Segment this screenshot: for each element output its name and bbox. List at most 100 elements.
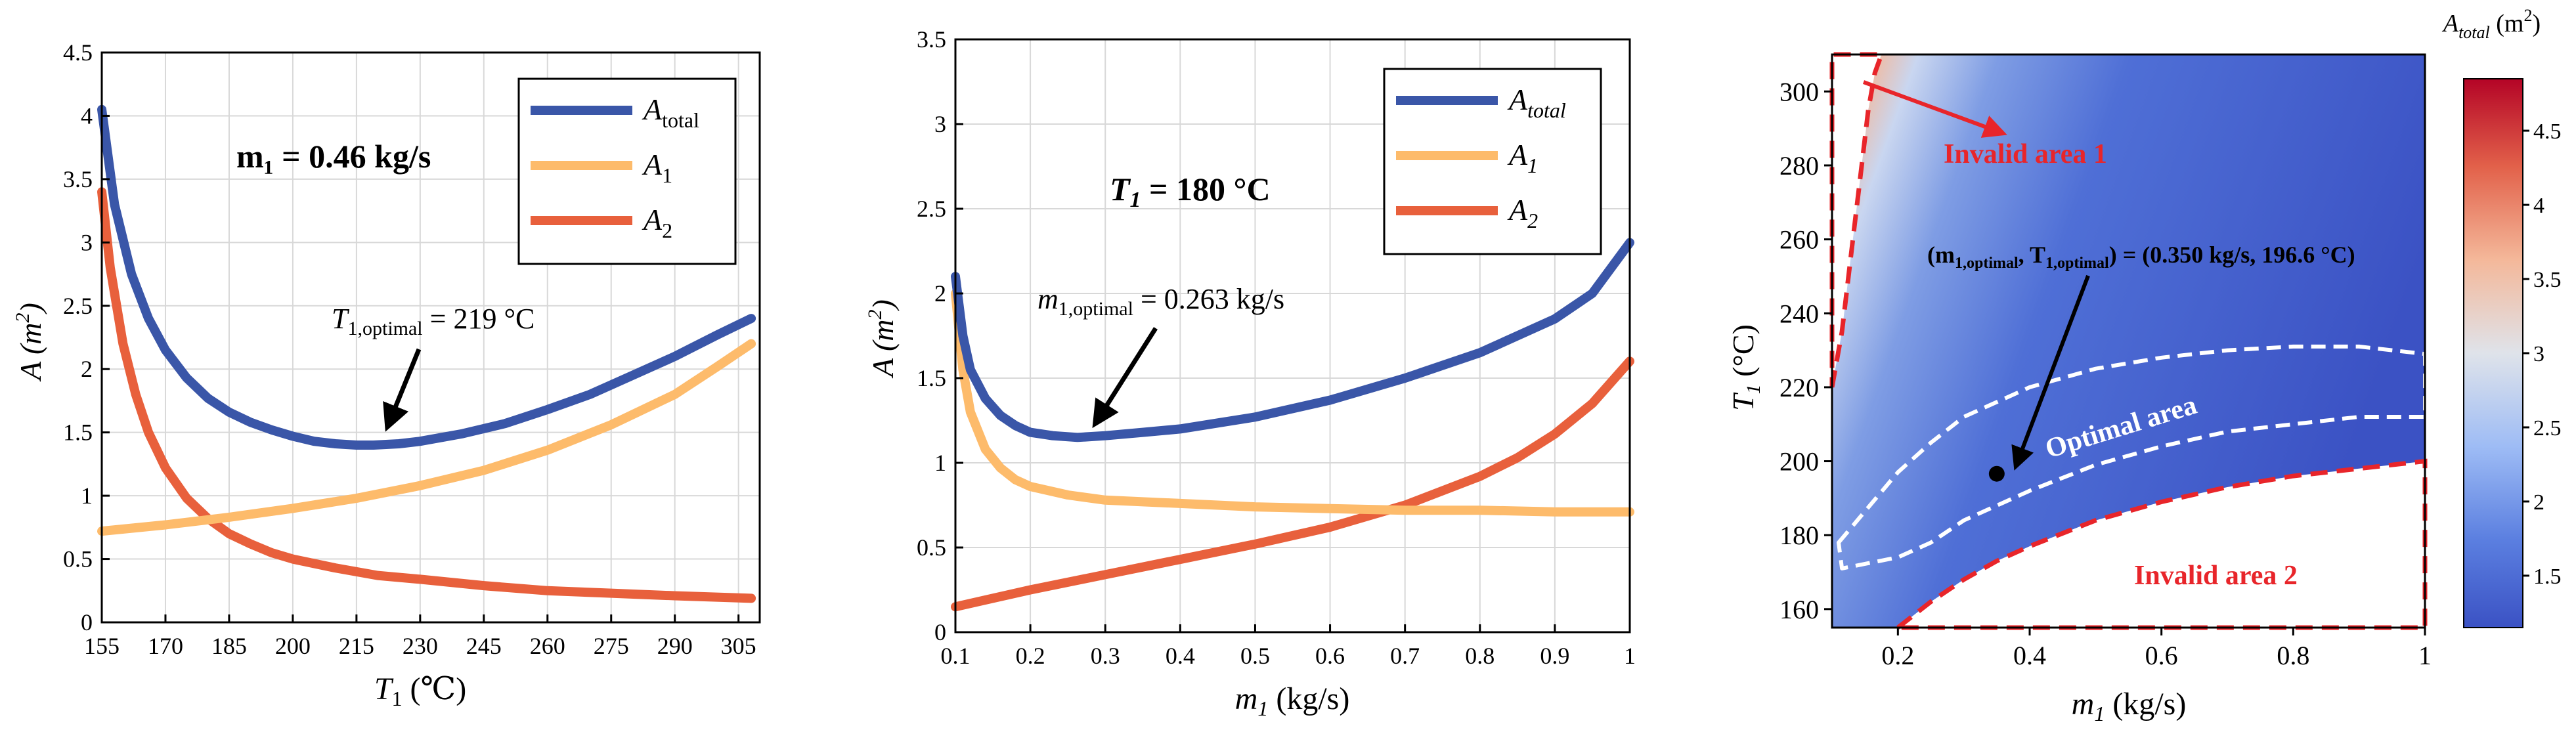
x-tick-label: 215 xyxy=(339,633,374,659)
colorbar-tick-label: 3.5 xyxy=(2533,268,2562,292)
y-tick-label: 240 xyxy=(1779,299,1819,328)
chart-left: 155 170 185 200 215 230 245 260 275 290 305 0 0.5 1 1… xyxy=(12,39,761,710)
colorbar-label: Atotal (m2) xyxy=(2441,6,2541,42)
x-tick-label: 290 xyxy=(657,633,693,659)
legend: Atotal A1 A2 xyxy=(517,77,737,265)
y-tick-label: 1.5 xyxy=(917,365,946,391)
colorbar-tick-label: 2 xyxy=(2533,490,2544,515)
y-tick-label: 3.5 xyxy=(917,26,946,53)
x-tick-label: 0.2 xyxy=(1881,641,1914,670)
invalid-area-2 xyxy=(1898,461,2425,628)
colorbar-tick-label: 1.5 xyxy=(2533,565,2562,589)
legend-entry: Atotal xyxy=(642,93,699,132)
x-tick-label: 260 xyxy=(530,633,565,659)
x-tick-label: 305 xyxy=(721,633,756,659)
colorbar-tick-label: 2.5 xyxy=(2533,416,2562,440)
series-group xyxy=(951,238,1634,612)
legend-entry: A2 xyxy=(642,203,672,242)
colorbar-tick-label: 4 xyxy=(2533,194,2544,218)
legend-entry: A1 xyxy=(642,148,672,187)
x-tick-labels: 0.1 0.2 0.3 0.4 0.5 0.6 0.7 0.8 0.9 1 xyxy=(941,624,1636,669)
x-tick-label: 0.8 xyxy=(1465,643,1495,669)
plot-frame xyxy=(1831,53,2426,629)
x-tick-label: 0.4 xyxy=(2013,641,2046,670)
y-tick-label: 1 xyxy=(934,450,946,476)
plot-frame xyxy=(100,51,761,624)
optimum-arrow xyxy=(1092,327,1158,429)
series-group xyxy=(97,104,756,603)
invalid-area-1-label: Invalid area 1 xyxy=(1944,139,2107,169)
x-tick-label: 245 xyxy=(466,633,502,659)
y-tick-label: 260 xyxy=(1779,225,1819,255)
x-tick-label: 1 xyxy=(2418,641,2432,670)
x-tick-label: 0.8 xyxy=(2277,641,2309,670)
x-tick-label: 0.1 xyxy=(941,643,971,669)
region-overlays xyxy=(1829,52,2428,630)
x-tick-label: 230 xyxy=(403,633,438,659)
series-line-A-total xyxy=(951,238,1634,442)
colorbar-tick-labels: 1.5 2 2.5 3 3.5 4 4.5 xyxy=(2523,119,2562,589)
series-line-A-total xyxy=(97,104,756,450)
x-axis-label: m1 (kg/s) xyxy=(2072,687,2187,725)
legend-entry: A1 xyxy=(1507,138,1538,177)
x-axis-label: m1 (kg/s) xyxy=(1235,681,1350,720)
y-tick-label: 200 xyxy=(1779,447,1819,477)
y-tick-labels: 0 0.5 1 1.5 2 2.5 3 3.5 4 4.5 xyxy=(63,39,110,635)
x-tick-label: 0.5 xyxy=(1240,643,1270,669)
y-tick-label: 280 xyxy=(1779,151,1819,181)
colorbar: 1.5 2 2.5 3 3.5 4 4.5 Atotal (m2) xyxy=(2441,6,2562,628)
series-line-A-2 xyxy=(951,356,1634,612)
optimum-point xyxy=(1988,465,2005,482)
legend-entry: Atotal xyxy=(1507,83,1566,122)
x-tick-label: 0.3 xyxy=(1091,643,1120,669)
optimum-label: m1,optimal = 0.263 kg/s xyxy=(1037,283,1284,320)
colorbar-gradient xyxy=(2463,78,2523,628)
y-tick-label: 160 xyxy=(1779,595,1819,624)
legend-entry: A2 xyxy=(1507,193,1538,232)
x-tick-label: 170 xyxy=(148,633,183,659)
chart-middle: 0.1 0.2 0.3 0.4 0.5 0.6 0.7 0.8 0.9 1 0 0.5 1 1.5 2 2.… xyxy=(864,26,1636,720)
y-tick-label: 0.5 xyxy=(63,546,93,572)
y-tick-label: 180 xyxy=(1779,521,1819,550)
y-tick-label: 0 xyxy=(934,619,946,645)
plot-frame xyxy=(954,38,1631,633)
y-tick-label: 3 xyxy=(81,229,93,255)
y-tick-label: 300 xyxy=(1779,77,1819,106)
y-tick-label: 4.5 xyxy=(63,39,93,66)
x-tick-label: 200 xyxy=(275,633,311,659)
optimum-label: (m1,optimal, T1,optimal) = (0.350 kg/s, … xyxy=(1927,242,2355,272)
x-tick-label: 1 xyxy=(1624,643,1636,669)
y-tick-label: 2.5 xyxy=(917,196,946,222)
series-line-A-1 xyxy=(97,339,756,536)
condition-label: T1 = 180 °C xyxy=(1110,171,1271,212)
optimum-arrow xyxy=(2011,274,2090,471)
y-tick-label: 2.5 xyxy=(63,293,93,319)
invalid-area-2-label: Invalid area 2 xyxy=(2134,561,2298,591)
x-tick-label: 0.4 xyxy=(1166,643,1195,669)
y-tick-labels: 160 180 200 220 240 260 280 300 xyxy=(1779,77,1832,624)
y-tick-label: 2 xyxy=(934,280,946,307)
optimal-area-boundary xyxy=(1837,344,2427,570)
y-tick-label: 4 xyxy=(81,102,93,129)
y-tick-label: 3 xyxy=(934,111,946,137)
y-tick-label: 220 xyxy=(1779,373,1819,402)
series-line-A-2 xyxy=(97,187,756,603)
x-tick-label: 0.2 xyxy=(1016,643,1045,669)
x-axis-label: T1 (℃) xyxy=(374,672,466,710)
x-tick-labels: 155 170 185 200 215 230 245 260 275 290 305 xyxy=(84,614,756,659)
y-tick-labels: 0 0.5 1 1.5 2 2.5 3 3.5 xyxy=(917,26,963,645)
y-tick-label: 0 xyxy=(81,609,93,635)
colorbar-tick-label: 3 xyxy=(2533,342,2544,366)
y-axis-label: A (m2) xyxy=(12,303,47,382)
y-axis-label: T1 (°C) xyxy=(1726,324,1764,411)
y-tick-label: 0.5 xyxy=(917,534,946,561)
y-tick-label: 3.5 xyxy=(63,166,93,192)
y-axis-label: A (m2) xyxy=(864,299,900,379)
x-tick-label: 185 xyxy=(211,633,247,659)
x-tick-label: 0.6 xyxy=(2145,641,2178,670)
legend: Atotal A1 A2 xyxy=(1383,68,1602,255)
x-tick-label: 275 xyxy=(594,633,629,659)
x-tick-labels: 0.2 0.4 0.6 0.8 1 xyxy=(1881,628,2432,670)
x-tick-label: 155 xyxy=(84,633,120,659)
